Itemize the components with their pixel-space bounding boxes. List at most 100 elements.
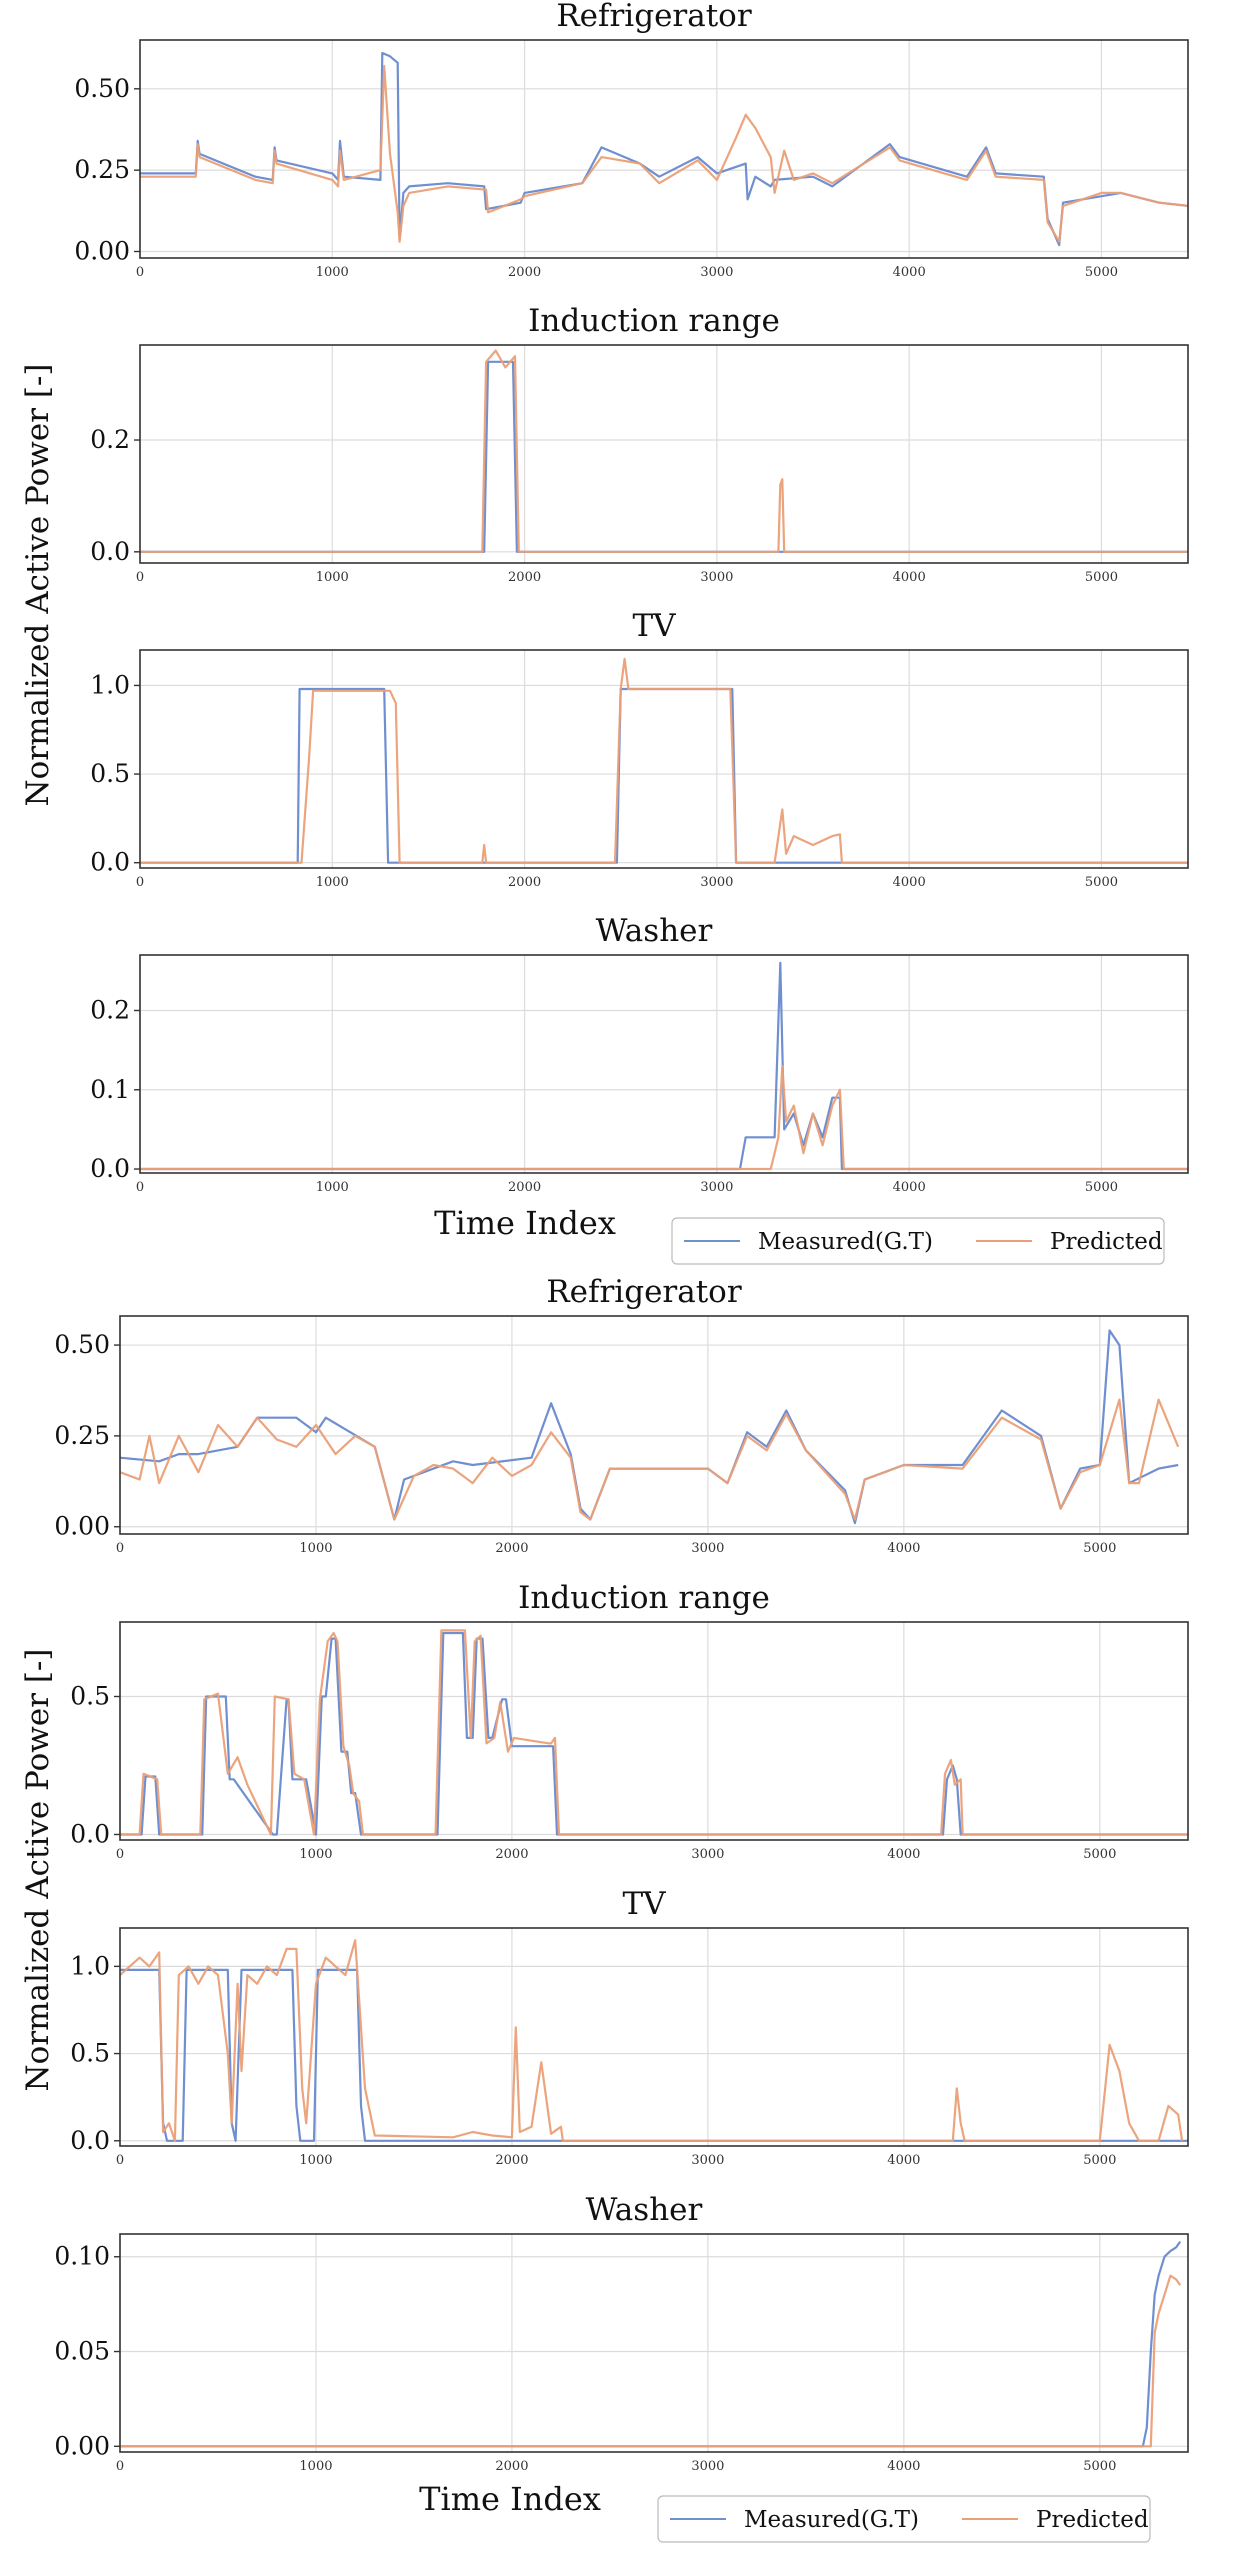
x-tick-label: 0 [136,875,144,890]
y-tick-label: 0.0 [90,1154,130,1183]
panel-title: Refrigerator [556,0,752,34]
x-tick-label: 2000 [508,265,541,280]
x-tick-label: 3000 [691,2153,724,2168]
x-tick-label: 4000 [893,875,926,890]
y-tick-label: 0.0 [70,1819,110,1848]
y-tick-label: 0.0 [70,2126,110,2155]
y-tick-label: 1.0 [90,670,130,699]
x-tick-label: 4000 [893,1180,926,1195]
panel-title: TV [632,608,676,644]
legend-bottom: Measured(G.T) Predicted [657,2495,1151,2543]
legend-measured-label: Measured(G.T) [744,2507,919,2533]
legend-measured-label: Measured(G.T) [758,1229,933,1255]
panel-title: Refrigerator [546,1274,742,1310]
x-tick-label: 1000 [299,2153,332,2168]
x-tick-label: 3000 [700,875,733,890]
x-tick-label: 0 [116,2153,124,2168]
panel-2: 0 1000 2000 3000 4000 5000 0.0 0.2 Induction ran… [90,303,1189,585]
series-measured-line [140,687,1188,864]
x-tick-label: 2000 [495,1541,528,1556]
x-tick-label: 4000 [887,1541,920,1556]
y-tick-label: 0.05 [54,2337,110,2366]
legend-predicted-label: Predicted [1050,1229,1163,1255]
xlabel-top: Time Index [434,1204,616,1242]
series-measured-line [140,51,1189,247]
series-predicted-line [140,1064,1188,1171]
x-tick-label: 5000 [1085,570,1118,585]
panel-title: Washer [596,913,713,949]
x-tick-label: 0 [116,1541,124,1556]
panel-3: 0 1000 2000 3000 4000 5000 0.0 0.5 1.0 TV [90,608,1189,890]
xlabel-bottom: Time Index [419,2480,601,2518]
x-tick-label: 4000 [887,2459,920,2474]
x-tick-label: 1000 [299,1541,332,1556]
x-tick-label: 1000 [316,1180,349,1195]
x-tick-label: 5000 [1083,1541,1116,1556]
series-predicted-line [140,349,1188,553]
y-tick-label: 0.00 [74,236,130,265]
x-tick-label: 5000 [1083,2459,1116,2474]
x-tick-label: 4000 [893,265,926,280]
ylabel-bottom: Normalized Active Power [-] [20,1648,56,2091]
panel-6: 0 1000 2000 3000 4000 5000 0.0 0.5 Induction ran… [70,1580,1189,1862]
series-measured-line [140,360,1188,553]
panel-title: TV [622,1886,666,1922]
panel-title: Induction range [518,1580,770,1616]
series-measured-line [140,961,1188,1171]
x-tick-label: 3000 [691,1847,724,1862]
y-tick-label: 0.2 [90,425,130,454]
y-tick-label: 0.5 [90,759,130,788]
x-tick-label: 3000 [691,2459,724,2474]
x-tick-label: 5000 [1083,1847,1116,1862]
y-tick-label: 0.10 [54,2242,110,2271]
ylabel-top: Normalized Active Power [-] [20,363,56,806]
x-tick-label: 1000 [316,570,349,585]
plot-frame [119,1621,1189,1841]
panel-8: 0 1000 2000 3000 4000 5000 0.00 0.05 0.10 Washer [54,2192,1189,2474]
x-tick-label: 1000 [299,1847,332,1862]
series-predicted-line [119,1398,1180,1521]
x-tick-label: 2000 [508,875,541,890]
legend-top: Measured(G.T) Predicted [671,1217,1165,1265]
x-tick-label: 2000 [495,2153,528,2168]
panel-5: 0 1000 2000 3000 4000 5000 0.00 0.25 0.50 Refrige… [54,1274,1189,1556]
plot-frame [139,649,1189,869]
x-tick-label: 5000 [1085,265,1118,280]
y-tick-label: 1.0 [70,1951,110,1980]
y-tick-label: 0.25 [74,155,130,184]
plot-frame [139,954,1189,1174]
y-tick-label: 0.50 [54,1330,110,1359]
plot-frame [139,344,1189,564]
x-tick-label: 3000 [700,265,733,280]
plot-frame [119,1315,1189,1535]
x-tick-label: 5000 [1085,1180,1118,1195]
panels: 0 1000 2000 3000 4000 50000.000.250.50Refrige… [54,0,1189,2474]
y-tick-label: 0.25 [54,1421,110,1450]
series-predicted-line [140,64,1189,243]
y-tick-label: 0.1 [90,1075,130,1104]
series-predicted-line [119,1939,1184,2142]
x-tick-label: 2000 [508,570,541,585]
x-tick-label: 2000 [508,1180,541,1195]
x-tick-label: 1000 [316,265,349,280]
series-predicted-line [120,2274,1182,2448]
x-tick-label: 5000 [1085,875,1118,890]
x-tick-label: 0 [136,1180,144,1195]
legend-predicted-label: Predicted [1036,2507,1149,2533]
series-measured-line [120,2240,1182,2448]
plot-frame [119,2233,1189,2453]
x-tick-label: 1000 [316,875,349,890]
plot-frame [119,1927,1189,2147]
panel-7: 0 1000 2000 3000 4000 5000 0.0 0.5 1.0 TV [70,1886,1189,2168]
panel-title: Induction range [528,303,780,339]
y-tick-label: 0.50 [74,74,130,103]
y-tick-label: 0.5 [70,1682,110,1711]
series-predicted-line [120,1629,1188,1836]
panel-title: Washer [586,2192,703,2228]
x-tick-label: 0 [136,265,144,280]
plot-frame [139,39,1189,259]
x-tick-label: 3000 [691,1541,724,1556]
x-tick-label: 0 [116,1847,124,1862]
x-tick-label: 0 [116,2459,124,2474]
